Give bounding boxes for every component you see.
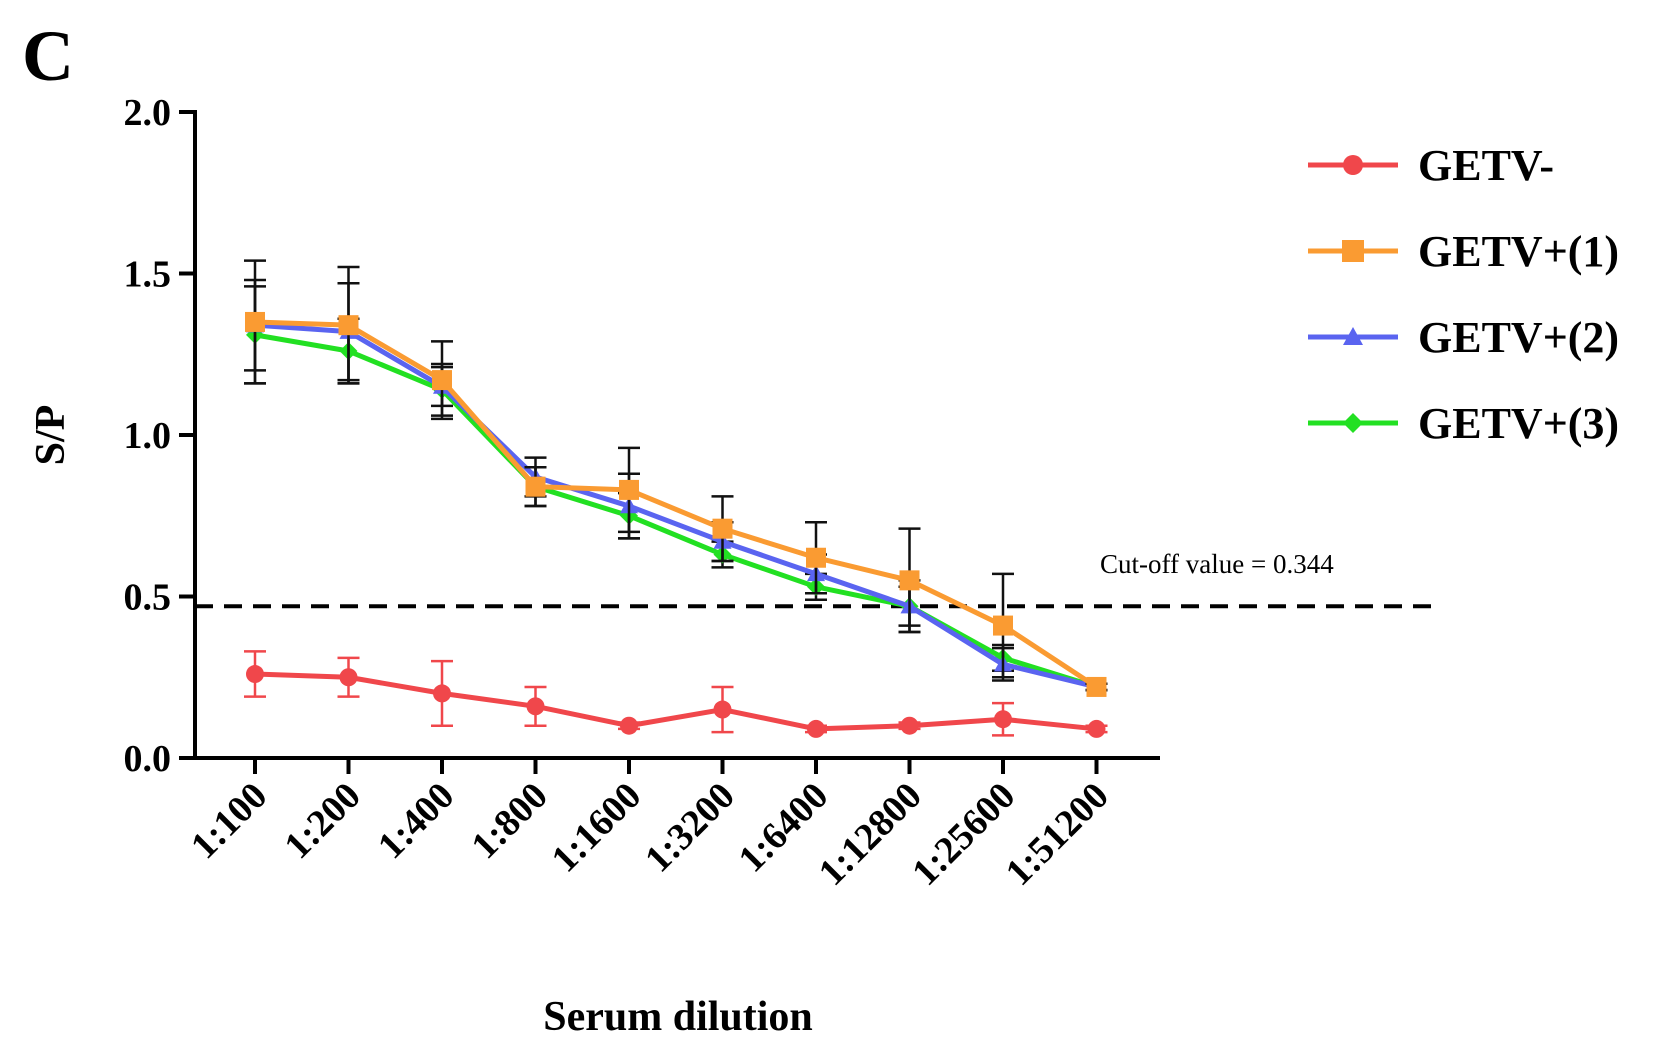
legend-marker bbox=[1343, 155, 1363, 175]
legend-item: GETV+(3) bbox=[1308, 399, 1619, 448]
legend-marker bbox=[1343, 327, 1363, 345]
legend-item: GETV+(1) bbox=[1308, 227, 1619, 276]
legend: GETV- GETV+(1) GETV+(2) GETV+(3) bbox=[1308, 141, 1619, 448]
x-tick-label: 1:200 bbox=[276, 775, 368, 867]
data-point bbox=[899, 570, 920, 591]
legend-label: GETV+(1) bbox=[1418, 227, 1619, 276]
data-point bbox=[1087, 719, 1106, 738]
data-point bbox=[245, 311, 265, 332]
data-point bbox=[338, 315, 359, 336]
x-tick-label: 1:12800 bbox=[811, 775, 930, 894]
data-point bbox=[712, 518, 733, 539]
legend-label: GETV+(3) bbox=[1418, 399, 1619, 448]
data-point bbox=[807, 719, 825, 738]
data-point bbox=[246, 665, 264, 684]
data-point bbox=[619, 479, 639, 500]
legend-label: GETV- bbox=[1418, 141, 1554, 190]
legend-item: GETV- bbox=[1308, 141, 1554, 190]
legend-marker bbox=[1343, 413, 1363, 433]
data-point bbox=[900, 716, 919, 735]
data-point bbox=[526, 697, 545, 716]
data-point bbox=[432, 370, 452, 391]
series-line bbox=[254, 322, 1098, 690]
x-tick-label: 1:800 bbox=[463, 775, 555, 867]
data-point bbox=[525, 476, 546, 497]
x-axis-title: Serum dilution bbox=[543, 994, 813, 1040]
y-tick-label: 2.0 bbox=[124, 92, 172, 134]
x-tick-label: 1:51200 bbox=[998, 775, 1117, 894]
data-point bbox=[433, 684, 451, 703]
cutoff-layer: Cut-off value = 0.344 bbox=[195, 549, 1440, 609]
y-tick-label: 1.5 bbox=[124, 254, 172, 296]
series-layer bbox=[244, 259, 1108, 738]
series-line bbox=[254, 671, 1097, 732]
legend-item: GETV+(2) bbox=[1308, 313, 1619, 362]
y-tick-label: 0.0 bbox=[124, 738, 172, 780]
y-tick-label: 1.0 bbox=[124, 415, 172, 457]
data-point bbox=[620, 716, 638, 735]
data-point bbox=[994, 710, 1012, 729]
data-point bbox=[713, 700, 732, 719]
x-tick-label: 1:100 bbox=[183, 775, 275, 867]
data-point bbox=[806, 547, 826, 568]
x-tick-label: 1:1600 bbox=[544, 775, 650, 881]
series-line bbox=[254, 319, 1098, 690]
y-axis-title: S/P bbox=[28, 405, 74, 466]
cutoff-label: Cut-off value = 0.344 bbox=[1100, 549, 1334, 579]
data-point bbox=[339, 668, 358, 687]
series-GETV- bbox=[244, 650, 1108, 738]
x-tick-label: 1:3200 bbox=[637, 775, 743, 881]
data-point bbox=[1086, 676, 1107, 697]
series-GETV+(1) bbox=[244, 259, 1108, 697]
legend-marker bbox=[1342, 240, 1364, 262]
y-tick-label: 0.5 bbox=[124, 577, 172, 619]
legend-label: GETV+(2) bbox=[1418, 313, 1619, 362]
panel-label: C bbox=[22, 16, 74, 96]
data-point bbox=[993, 615, 1013, 636]
series-line bbox=[254, 332, 1098, 690]
x-tick-label: 1:400 bbox=[370, 775, 462, 867]
x-tick-label: 1:25600 bbox=[904, 775, 1023, 894]
